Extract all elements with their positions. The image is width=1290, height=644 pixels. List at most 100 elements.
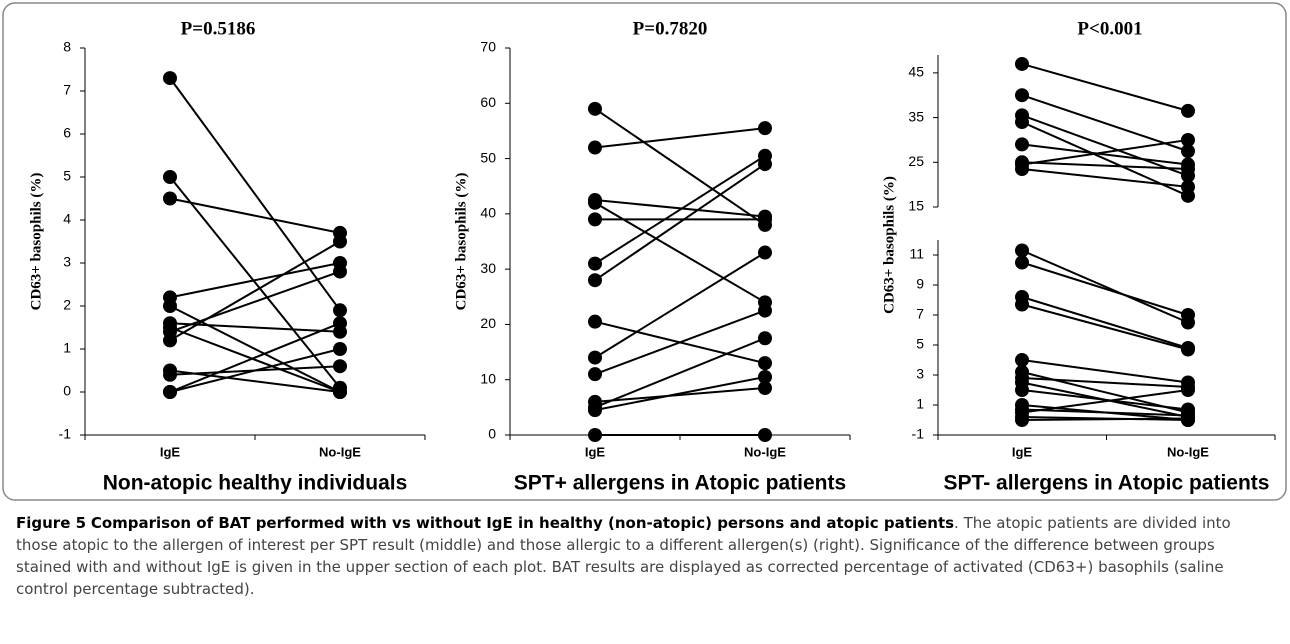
y-tick-label: 10: [480, 370, 496, 386]
point: [588, 273, 602, 288]
y-tick-label: 6: [63, 125, 71, 141]
point: [163, 299, 177, 313]
point: [758, 245, 772, 260]
y-tick-label: 40: [480, 205, 496, 221]
point: [1181, 179, 1195, 194]
y-tick-label: 3: [63, 254, 71, 270]
point: [758, 369, 772, 384]
point: [758, 356, 772, 371]
point: [588, 195, 602, 210]
y-tick-label: -1: [912, 426, 925, 442]
point: [163, 333, 177, 348]
y-tick-label: 20: [480, 315, 496, 331]
x-axis-title: Non-atopic healthy individuals: [103, 472, 408, 495]
pair-line: [1021, 143, 1189, 166]
pair-line: [169, 77, 341, 311]
y-tick-label: 7: [63, 82, 71, 98]
chart-title: P=0.7820: [633, 18, 708, 39]
point: [333, 316, 347, 331]
point: [333, 385, 347, 399]
point: [333, 264, 347, 279]
y-tick-label: 45: [908, 64, 924, 80]
pair-line: [594, 251, 766, 359]
point: [1015, 56, 1029, 71]
point: [333, 359, 347, 374]
chart-title: P=0.5186: [181, 18, 256, 39]
y-tick-label: -1: [59, 426, 72, 442]
point: [588, 403, 602, 418]
y-tick-label: 11: [909, 246, 924, 262]
y-tick-label: 8: [63, 39, 71, 55]
chart-title: P<0.001: [1077, 18, 1142, 39]
y-axis-title: CD63+ basophils (%): [881, 176, 897, 314]
point: [1181, 342, 1195, 357]
y-tick-label: 50: [480, 149, 496, 165]
point: [163, 71, 177, 86]
x-tick-label: IgE: [160, 444, 181, 459]
point: [1181, 411, 1195, 426]
caption: Figure 5 Comparison of BAT performed wit…: [16, 512, 1274, 600]
point: [163, 191, 177, 206]
point: [588, 428, 602, 442]
point: [758, 428, 772, 442]
pair-line: [1021, 138, 1189, 166]
point: [1015, 353, 1029, 367]
y-tick-label: 0: [488, 426, 496, 442]
y-tick-label: 70: [480, 39, 496, 55]
pair-line: [594, 163, 766, 282]
point: [333, 342, 347, 356]
point: [1015, 297, 1029, 312]
point: [758, 121, 772, 136]
point: [758, 212, 772, 227]
x-tick-label: No-IgE: [319, 444, 361, 459]
pair-line: [1021, 389, 1189, 414]
y-tick-label: 60: [480, 94, 496, 110]
point: [758, 157, 772, 172]
y-tick-label: 9: [916, 276, 924, 292]
point: [1015, 137, 1029, 152]
y-tick-label: 1: [916, 396, 924, 412]
pair-line: [1021, 389, 1189, 411]
point: [1015, 413, 1029, 427]
point: [588, 314, 602, 329]
y-tick-label: 3: [916, 366, 924, 382]
point: [1015, 255, 1029, 270]
point: [333, 303, 347, 318]
point: [588, 256, 602, 271]
point: [333, 234, 347, 249]
point: [588, 101, 602, 116]
y-tick-label: 5: [916, 336, 924, 352]
y-axis-title: CD63+ basophils (%): [453, 173, 469, 311]
x-axis-title: SPT+ allergens in Atopic patients: [514, 472, 846, 495]
y-tick-label: 25: [908, 153, 924, 169]
point: [1181, 132, 1195, 147]
pair-line: [169, 240, 341, 342]
pair-line: [594, 337, 766, 409]
point: [1181, 103, 1195, 118]
caption-title: Comparison of BAT performed with vs with…: [90, 514, 955, 532]
pair-line: [169, 197, 341, 234]
caption-text: . The atopic patients are divided into t…: [16, 514, 1231, 598]
y-tick-label: 35: [908, 108, 924, 124]
pair-line: [1021, 62, 1189, 112]
pair-line: [594, 375, 766, 412]
pair-line: [169, 176, 341, 389]
pair-line: [1021, 377, 1189, 388]
pair-line: [594, 309, 766, 376]
y-tick-label: 15: [908, 198, 924, 214]
point: [1181, 308, 1195, 322]
point: [1015, 115, 1029, 130]
pair-line: [169, 322, 341, 393]
point: [588, 350, 602, 365]
y-axis-title: CD63+ basophils (%): [28, 173, 44, 311]
point: [758, 381, 772, 396]
pair-line: [594, 107, 766, 226]
pair-line: [169, 326, 341, 393]
pair-line: [1021, 168, 1189, 188]
pair-line: [1021, 161, 1189, 170]
pair-line: [1021, 249, 1189, 324]
y-tick-label: 0: [63, 383, 71, 399]
pair-line: [594, 387, 766, 403]
x-tick-label: No-IgE: [1167, 444, 1209, 459]
